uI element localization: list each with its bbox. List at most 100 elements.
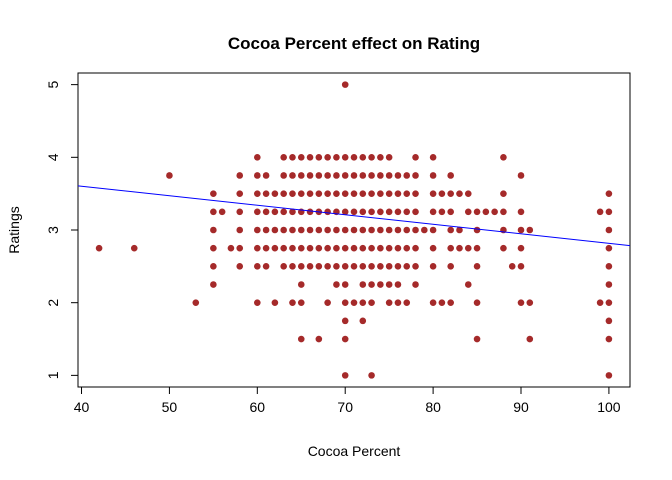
data-point bbox=[517, 244, 525, 252]
data-point bbox=[385, 281, 393, 288]
regression-line bbox=[77, 185, 631, 247]
data-point bbox=[350, 154, 358, 161]
data-point bbox=[254, 263, 261, 270]
data-point bbox=[236, 226, 244, 234]
data-point bbox=[447, 226, 454, 234]
data-point bbox=[306, 190, 314, 197]
data-point bbox=[429, 208, 437, 216]
data-point bbox=[341, 372, 349, 379]
data-point bbox=[130, 244, 138, 252]
data-point bbox=[429, 263, 437, 270]
data-point bbox=[359, 281, 367, 288]
data-point bbox=[271, 208, 279, 216]
data-point bbox=[297, 263, 305, 270]
data-point bbox=[315, 263, 323, 270]
data-point bbox=[517, 172, 525, 179]
data-point bbox=[297, 281, 305, 288]
data-point bbox=[429, 244, 437, 252]
data-point bbox=[306, 244, 314, 252]
data-point bbox=[377, 226, 384, 234]
data-point bbox=[394, 172, 402, 179]
data-point bbox=[447, 190, 454, 197]
data-point bbox=[254, 244, 261, 252]
data-point bbox=[447, 208, 454, 216]
data-point bbox=[394, 281, 402, 288]
data-point bbox=[394, 244, 402, 252]
data-point bbox=[350, 263, 358, 270]
data-point bbox=[262, 226, 270, 234]
data-point bbox=[341, 335, 349, 343]
data-point bbox=[605, 263, 613, 270]
data-point bbox=[368, 208, 375, 216]
data-point bbox=[605, 335, 613, 343]
data-point bbox=[324, 244, 331, 252]
data-point bbox=[500, 208, 507, 216]
data-point bbox=[473, 244, 481, 252]
data-point bbox=[324, 190, 331, 197]
data-point bbox=[429, 154, 437, 161]
data-point bbox=[271, 190, 279, 197]
data-point bbox=[368, 281, 375, 288]
data-point bbox=[377, 154, 384, 161]
x-axis-label: Cocoa Percent bbox=[308, 443, 401, 459]
data-point bbox=[262, 263, 270, 270]
data-point bbox=[315, 226, 323, 234]
data-point bbox=[456, 244, 463, 252]
data-point bbox=[526, 335, 534, 343]
data-point bbox=[236, 263, 244, 270]
data-point bbox=[605, 299, 613, 306]
data-point bbox=[377, 281, 384, 288]
data-point bbox=[315, 172, 323, 179]
data-point bbox=[412, 226, 419, 234]
data-point bbox=[289, 244, 296, 252]
data-point bbox=[403, 244, 411, 252]
data-point bbox=[464, 281, 472, 288]
data-point bbox=[315, 190, 323, 197]
data-point bbox=[508, 263, 516, 270]
data-point bbox=[464, 244, 472, 252]
data-point bbox=[95, 244, 103, 252]
data-point bbox=[306, 208, 314, 216]
data-point bbox=[350, 190, 358, 197]
data-point bbox=[315, 244, 323, 252]
data-point bbox=[394, 226, 402, 234]
data-point bbox=[368, 190, 375, 197]
data-point bbox=[280, 190, 287, 197]
data-point bbox=[306, 154, 314, 161]
y-tick-label: 2 bbox=[45, 299, 61, 307]
data-point bbox=[297, 154, 305, 161]
data-point bbox=[341, 208, 349, 216]
data-point bbox=[403, 263, 411, 270]
data-point bbox=[315, 154, 323, 161]
x-axis: 40 50 60 70 80 90 100 bbox=[74, 386, 621, 415]
data-point bbox=[262, 172, 270, 179]
data-point bbox=[605, 317, 613, 325]
data-point bbox=[412, 154, 419, 161]
x-tick-label: 70 bbox=[337, 399, 353, 415]
data-point bbox=[385, 244, 393, 252]
trend-line-group bbox=[77, 185, 631, 247]
data-point bbox=[315, 335, 323, 343]
data-point bbox=[350, 226, 358, 234]
data-point bbox=[210, 263, 217, 270]
data-point bbox=[412, 281, 419, 288]
data-point bbox=[289, 299, 296, 306]
y-tick-label: 1 bbox=[45, 371, 61, 379]
data-point bbox=[333, 172, 340, 179]
data-point bbox=[359, 190, 367, 197]
data-point bbox=[394, 208, 402, 216]
data-point bbox=[271, 226, 279, 234]
data-point bbox=[350, 299, 358, 306]
data-point bbox=[377, 263, 384, 270]
data-point bbox=[192, 299, 200, 306]
data-point bbox=[412, 208, 419, 216]
x-tick-label: 40 bbox=[74, 399, 90, 415]
data-point bbox=[254, 190, 261, 197]
data-point bbox=[289, 154, 296, 161]
x-tick-label: 90 bbox=[513, 399, 529, 415]
data-point bbox=[359, 226, 367, 234]
data-point bbox=[280, 226, 287, 234]
data-point bbox=[289, 208, 296, 216]
data-point bbox=[438, 299, 446, 306]
